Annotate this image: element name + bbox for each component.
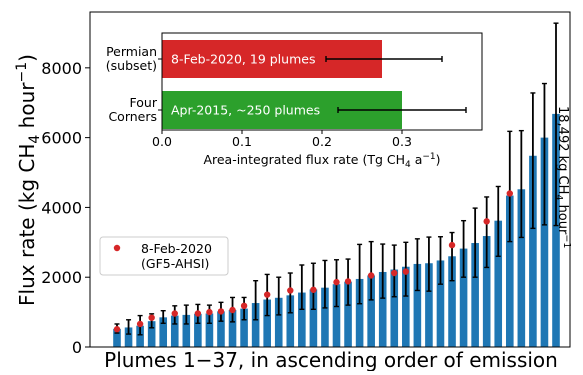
y-tick-label-2000: 2000: [41, 268, 82, 287]
gf5-point-1: [113, 326, 121, 333]
inset-x-tick-label-0: 0.0: [152, 134, 172, 149]
bar-30: [448, 256, 456, 347]
bar-1: [113, 328, 121, 347]
bar-32: [471, 243, 479, 347]
bar-2: [124, 327, 133, 347]
inset-x-tick-label-3: 0.3: [392, 134, 412, 149]
x-axis-label: Plumes 1−37, in ascending order of emiss…: [104, 348, 558, 371]
gf5-point-5: [194, 310, 202, 317]
legend-marker: [113, 244, 121, 252]
gf5-point-2: [136, 320, 144, 328]
bar-21: [344, 281, 352, 347]
legend-label-line2: (GF5-AHSI): [141, 256, 209, 271]
inset-bar-label-1: Apr-2015, ~250 plumes: [171, 103, 320, 118]
gf5-point-15: [367, 272, 375, 279]
bar-19: [321, 287, 329, 347]
bar-25: [390, 269, 399, 347]
gf5-point-11: [287, 287, 294, 294]
bar-38: [540, 137, 549, 347]
gf5-point-3: [148, 314, 155, 321]
bar-17: [298, 292, 306, 347]
bar-28: [425, 263, 433, 347]
bar-29: [436, 260, 445, 347]
bar-35: [505, 195, 514, 347]
inset-category-label-1-line2: Corners: [108, 109, 157, 124]
gf5-point-14: [344, 278, 352, 285]
gf5-point-17: [402, 268, 410, 275]
inset-bar-label-2: 8-Feb-2020, 19 plumes: [171, 52, 315, 67]
bar-6: [170, 315, 179, 347]
bar-33: [482, 236, 491, 347]
y-tick-label-6000: 6000: [41, 129, 82, 148]
bar-5: [159, 317, 168, 347]
bar-22: [355, 278, 364, 347]
gf5-point-19: [483, 218, 490, 225]
bar-3: [136, 325, 144, 347]
bar-12: [240, 308, 248, 347]
gf5-point-16: [391, 269, 398, 277]
inset-x-tick-label-2: 0.2: [312, 134, 332, 149]
gf5-point-12: [310, 286, 317, 293]
gf5-point-20: [506, 190, 513, 197]
bar-24: [378, 271, 387, 347]
inset-x-tick-label-1: 0.1: [232, 134, 252, 149]
gf5-point-4: [171, 310, 178, 317]
bar-14: [263, 299, 271, 347]
gf5-point-7: [217, 308, 225, 315]
bar-20: [332, 284, 341, 347]
bar-37: [529, 155, 537, 347]
gf5-point-10: [263, 291, 271, 298]
legend: 8-Feb-2020(GF5-AHSI): [99, 236, 229, 276]
bar-39: [552, 113, 560, 347]
gf5-point-13: [333, 278, 340, 286]
bar-34: [494, 220, 503, 347]
gf5-point-8: [229, 306, 236, 314]
bar-10: [217, 311, 225, 347]
y-tick-label-8000: 8000: [41, 59, 82, 78]
inset-x-axis-label: Area-integrated flux rate (Tg CH4 a−1): [203, 152, 440, 170]
bar-18: [309, 289, 318, 347]
bar-31: [459, 248, 468, 347]
y-tick-label-4000: 4000: [41, 198, 82, 217]
inset-category-label-2-line2: (subset): [106, 58, 157, 73]
inset-category-label-2-line1: Permian: [106, 44, 157, 59]
gf5-point-9: [240, 302, 248, 310]
bar-13: [251, 303, 260, 347]
bar-9: [205, 313, 214, 347]
bar-11: [228, 310, 237, 347]
bar-7: [182, 314, 191, 347]
bar-36: [517, 189, 526, 347]
bar-16: [286, 295, 295, 347]
max-plume-annotation: 18,492 kg CH4 hour−1: [553, 106, 572, 248]
bar-27: [413, 263, 422, 347]
inset-category-label-1-line1: Four: [130, 95, 158, 110]
gf5-point-18: [448, 241, 456, 249]
bar-26: [402, 266, 410, 347]
legend-box: [99, 236, 229, 276]
bar-4: [147, 321, 156, 347]
bar-15: [274, 297, 283, 347]
bar-23: [367, 275, 375, 347]
y-tick-label-0: 0: [72, 338, 82, 357]
gf5-point-6: [206, 308, 213, 316]
bar-8: [194, 313, 202, 347]
main-plot-frame: [89, 11, 571, 348]
y-axis-label: Flux rate (kg CH4 hour−1): [14, 54, 43, 306]
legend-label-line1: 8-Feb-2020: [141, 241, 212, 256]
